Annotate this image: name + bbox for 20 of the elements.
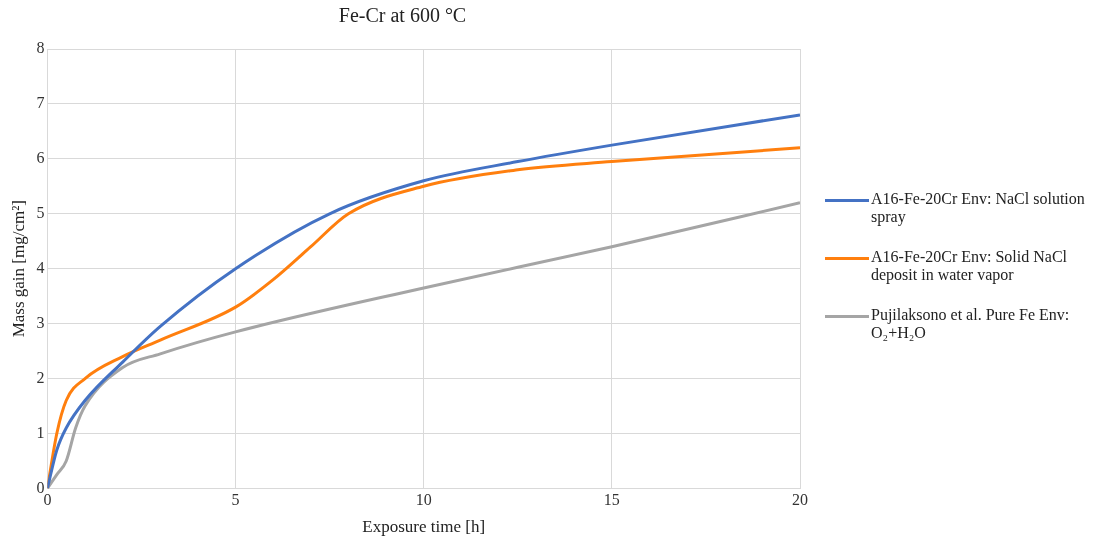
legend-label: Pujilaksono et al. Pure Fe Env: O₂+H₂O bbox=[871, 306, 1071, 342]
y-tick-label: 0 bbox=[36, 478, 45, 496]
y-tick-label: 2 bbox=[36, 368, 45, 386]
legend-label: A16-Fe-20Cr Env: NaCl solution spray bbox=[871, 190, 1086, 226]
y-axis-title: Mass gain [mg/cm²] bbox=[8, 200, 28, 338]
legend-label: A16-Fe-20Cr Env: Solid NaCl deposit in water vapor bbox=[871, 248, 1068, 284]
x-tick-label: 10 bbox=[415, 491, 432, 509]
x-tick-label: 20 bbox=[792, 491, 808, 509]
y-tick-label: 1 bbox=[36, 423, 45, 441]
x-tick-label: 15 bbox=[603, 491, 620, 509]
y-tick-label: 7 bbox=[36, 94, 45, 112]
y-tick-label: 4 bbox=[36, 258, 45, 276]
chart-title: Fe-Cr at 600 °C bbox=[338, 4, 467, 27]
x-tick-label: 5 bbox=[231, 491, 240, 509]
y-tick-label: 5 bbox=[36, 203, 45, 221]
y-tick-label: 6 bbox=[36, 149, 45, 167]
y-tick-label: 3 bbox=[36, 313, 45, 331]
line-series bbox=[47, 201, 800, 489]
y-tick-label: 8 bbox=[36, 39, 45, 57]
x-axis-title: Exposure time [h] bbox=[362, 517, 486, 537]
